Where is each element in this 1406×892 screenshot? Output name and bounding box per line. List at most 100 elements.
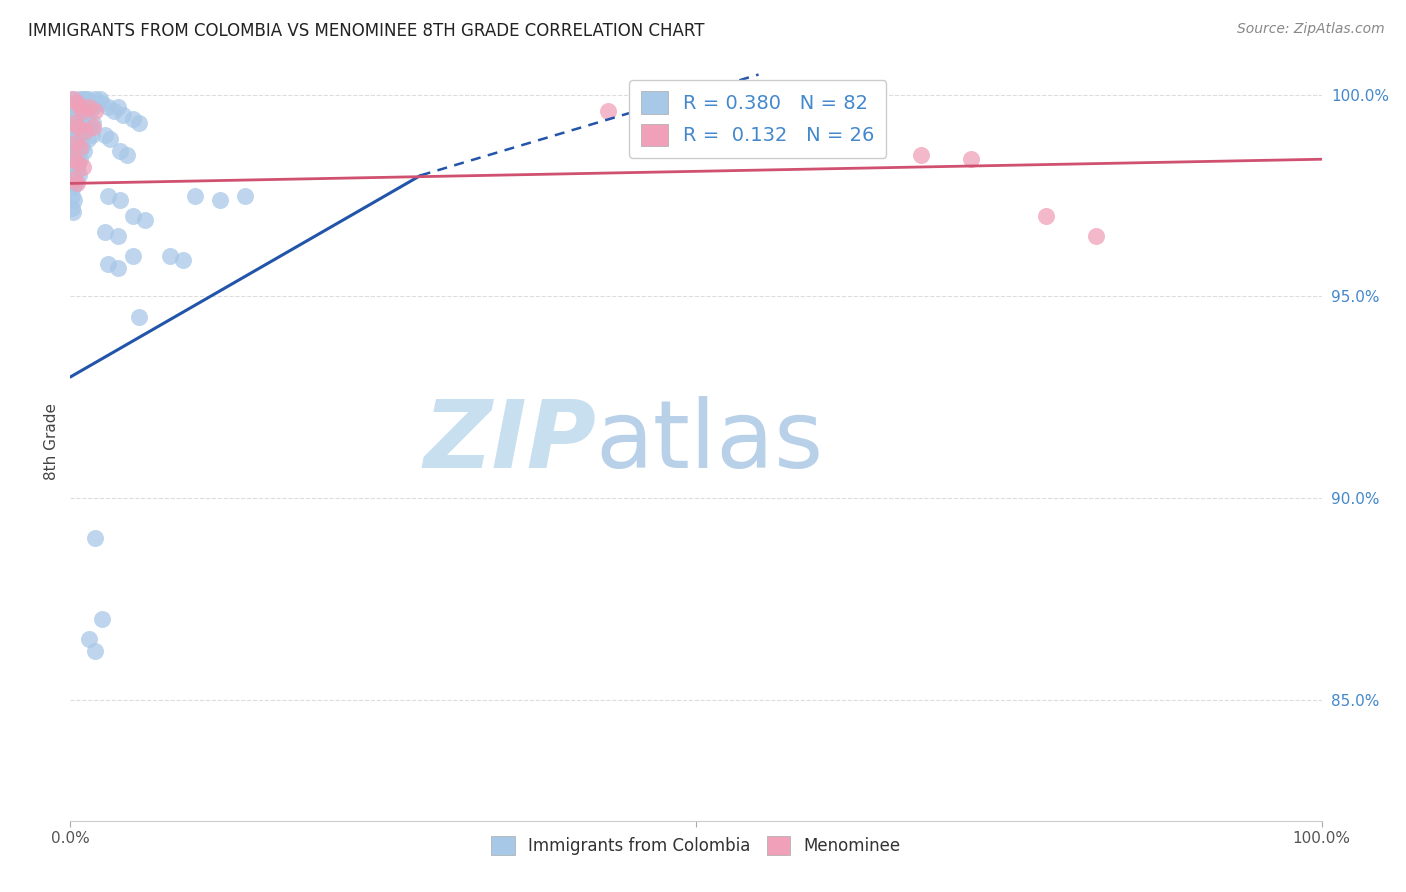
Point: [90, 612, 112, 626]
Point: [63, 95, 86, 110]
Point: [65, 153, 87, 167]
Point: [75, 92, 97, 106]
Point: [77, 632, 100, 647]
Point: [159, 249, 181, 263]
Point: [76, 92, 98, 106]
Point: [65, 164, 87, 178]
Point: [84, 532, 107, 546]
Point: [66, 156, 89, 170]
Point: [62, 103, 84, 118]
Point: [75, 124, 97, 138]
Point: [70, 95, 93, 110]
Point: [87, 95, 110, 110]
Point: [73, 103, 96, 118]
Point: [810, 120, 832, 134]
Point: [67, 116, 90, 130]
Text: ZIP: ZIP: [423, 395, 596, 488]
Point: [69, 132, 91, 146]
Point: [66, 128, 89, 142]
Point: [65, 177, 87, 191]
Point: [69, 153, 91, 167]
Point: [110, 144, 132, 158]
Point: [134, 212, 156, 227]
Point: [63, 169, 86, 183]
Point: [103, 103, 125, 118]
Point: [860, 124, 883, 138]
Point: [60, 164, 83, 178]
Point: [63, 116, 86, 130]
Point: [97, 188, 120, 202]
Point: [63, 172, 86, 186]
Point: [184, 188, 207, 202]
Text: IMMIGRANTS FROM COLOMBIA VS MENOMINEE 8TH GRADE CORRELATION CHART: IMMIGRANTS FROM COLOMBIA VS MENOMINEE 8T…: [28, 22, 704, 40]
Point: [107, 261, 129, 276]
Point: [69, 108, 91, 122]
Point: [1035, 209, 1057, 223]
Point: [60, 201, 83, 215]
Point: [62, 180, 84, 194]
Point: [60, 153, 83, 167]
Point: [77, 100, 100, 114]
Point: [76, 132, 98, 146]
Point: [82, 120, 104, 134]
Point: [72, 92, 94, 106]
Point: [60, 140, 83, 154]
Point: [63, 144, 86, 158]
Point: [84, 92, 107, 106]
Point: [60, 128, 83, 142]
Point: [65, 108, 87, 122]
Point: [69, 140, 91, 154]
Point: [67, 92, 90, 106]
Point: [65, 136, 87, 150]
Point: [172, 253, 194, 268]
Point: [79, 120, 101, 134]
Point: [62, 204, 84, 219]
Point: [759, 124, 782, 138]
Point: [97, 100, 120, 114]
Point: [98, 132, 121, 146]
Text: atlas: atlas: [596, 395, 824, 488]
Point: [647, 108, 669, 122]
Point: [960, 153, 983, 167]
Point: [72, 128, 94, 142]
Point: [70, 120, 93, 134]
Point: [60, 177, 83, 191]
Point: [75, 116, 97, 130]
Point: [598, 103, 620, 118]
Point: [65, 140, 87, 154]
Point: [94, 225, 117, 239]
Point: [65, 95, 87, 110]
Point: [128, 116, 150, 130]
Point: [76, 108, 98, 122]
Point: [62, 156, 84, 170]
Point: [65, 120, 87, 134]
Point: [72, 103, 94, 118]
Legend: Immigrants from Colombia, Menominee: Immigrants from Colombia, Menominee: [485, 829, 907, 862]
Point: [63, 193, 86, 207]
Point: [121, 249, 145, 263]
Point: [67, 144, 90, 158]
Point: [62, 92, 84, 106]
Point: [107, 100, 129, 114]
Y-axis label: 8th Grade: 8th Grade: [44, 403, 59, 480]
Point: [73, 144, 96, 158]
Point: [107, 228, 129, 243]
Point: [97, 257, 120, 271]
Point: [82, 116, 104, 130]
Point: [70, 140, 93, 154]
Point: [110, 193, 132, 207]
Point: [69, 100, 91, 114]
Point: [79, 95, 101, 110]
Point: [1085, 228, 1108, 243]
Point: [62, 153, 84, 167]
Point: [80, 128, 103, 142]
Point: [94, 128, 117, 142]
Point: [66, 156, 89, 170]
Point: [90, 95, 112, 110]
Point: [63, 116, 86, 130]
Point: [235, 188, 257, 202]
Point: [128, 310, 150, 324]
Point: [60, 92, 83, 106]
Point: [89, 92, 111, 106]
Point: [66, 120, 89, 134]
